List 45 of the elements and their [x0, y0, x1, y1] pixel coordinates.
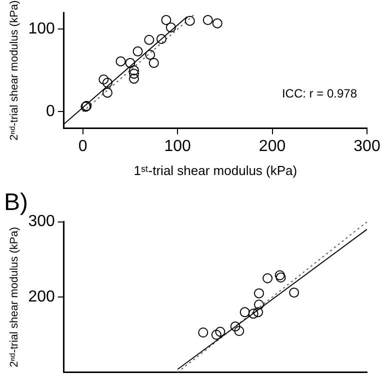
y-tick-label: 100 — [28, 20, 55, 38]
point — [254, 288, 264, 298]
y-tick-label: 200 — [28, 288, 55, 306]
x-tick-label: 100 — [164, 138, 192, 156]
point — [274, 270, 285, 280]
point — [128, 74, 139, 84]
point — [234, 326, 244, 336]
point — [289, 288, 300, 298]
point — [145, 50, 156, 60]
point — [253, 307, 264, 318]
y-tick-label: 300 — [28, 213, 55, 230]
y-axis-title: 2ⁿᵈ-trial shear modulus (kPa) — [8, 226, 21, 368]
x-tick-label: 300 — [354, 138, 380, 156]
point — [202, 15, 213, 26]
x-tick-label: 200 — [258, 138, 286, 156]
point — [248, 308, 258, 319]
point — [211, 330, 222, 340]
point — [98, 74, 109, 84]
point — [240, 307, 250, 318]
point — [198, 327, 208, 338]
point — [125, 58, 136, 68]
point — [215, 326, 226, 337]
point — [212, 18, 222, 28]
point — [102, 78, 112, 88]
point — [144, 34, 154, 45]
point — [128, 65, 139, 76]
point — [262, 273, 273, 284]
chart-title: B) — [4, 189, 28, 216]
point — [254, 300, 264, 310]
point — [116, 56, 126, 66]
point — [161, 15, 172, 26]
point — [132, 46, 143, 56]
y-tick-label: 0 — [46, 103, 55, 120]
point — [156, 34, 166, 44]
point — [184, 16, 195, 26]
point — [166, 22, 176, 32]
x-axis-title: 1ˢᵗ-trial shear modulus (kPa) — [134, 162, 298, 178]
point — [230, 321, 240, 332]
x-tick-label: 0 — [78, 138, 88, 156]
point — [148, 58, 159, 68]
annotation: ICC: r = 0.978 — [282, 86, 358, 101]
y-axis-title: 2ⁿᵈ-trial shear modulus (kPa) — [8, 0, 21, 141]
point — [102, 88, 112, 98]
point — [128, 68, 139, 79]
point — [276, 272, 286, 283]
